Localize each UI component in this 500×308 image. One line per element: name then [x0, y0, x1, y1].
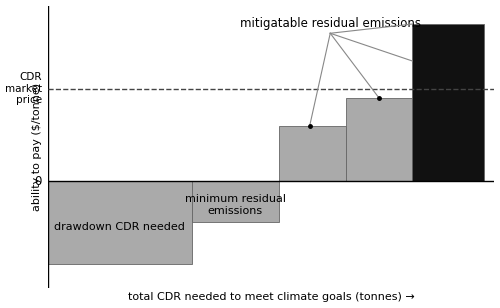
X-axis label: total CDR needed to meet climate goals (tonnes) →: total CDR needed to meet climate goals (… [128, 292, 414, 302]
Bar [48, 181, 192, 264]
Text: 0: 0 [34, 175, 42, 188]
Bar [412, 24, 484, 181]
Text: mitigatable residual emissions: mitigatable residual emissions [240, 17, 420, 30]
Text: minimum residual
emissions: minimum residual emissions [185, 194, 286, 216]
Bar [346, 98, 412, 181]
Bar [192, 181, 279, 222]
Bar [279, 126, 345, 181]
Text: drawdown CDR needed: drawdown CDR needed [54, 222, 186, 232]
Text: CDR
market
price: CDR market price [4, 72, 42, 105]
Y-axis label: ability to pay ($/tonne): ability to pay ($/tonne) [32, 83, 42, 211]
